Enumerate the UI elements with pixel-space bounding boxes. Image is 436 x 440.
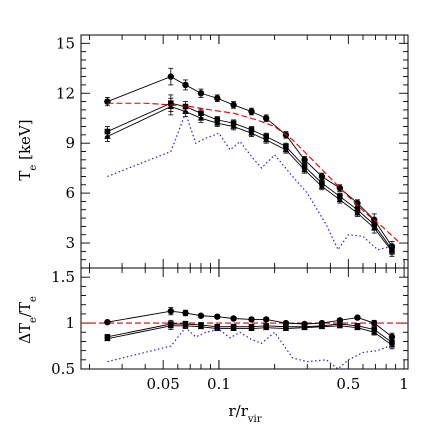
top-point-circle: [262, 115, 270, 122]
top-point-triangle: [248, 129, 255, 136]
top-point-circle: [167, 73, 175, 80]
top-point-circle: [248, 108, 255, 115]
top-point-triangle: [371, 224, 378, 231]
x-tick-label: 0.1: [207, 375, 231, 393]
bottom-y-axis-label: ΔTe/Te: [16, 296, 39, 344]
top-point-circle: [318, 173, 326, 180]
y-tick-label: 6: [65, 184, 75, 202]
top-point-triangle: [262, 136, 270, 143]
bottom-point-triangle: [182, 322, 189, 329]
top-point-circle: [214, 95, 221, 102]
top-point-triangle: [301, 166, 308, 173]
bottom-point-triangle: [262, 324, 270, 331]
top-point-circle: [197, 90, 205, 97]
top-point-square: [198, 110, 204, 117]
top-point-triangle: [197, 114, 205, 121]
axis-label-part: e: [28, 165, 39, 171]
top-point-triangle: [388, 247, 396, 254]
bottom-panel-frame: [80, 267, 409, 370]
bottom-point-circle: [104, 318, 111, 326]
y-tick-label: 15: [56, 34, 75, 52]
top-series-dashed-line: [107, 102, 401, 244]
y-tick-label: 0.5: [51, 360, 75, 378]
y-tick-label: 1.5: [51, 268, 75, 286]
bottom-point-triangle: [318, 323, 326, 330]
y-tick-label: 3: [65, 234, 75, 252]
bottom-point-circle: [248, 316, 255, 323]
bottom-point-triangle: [371, 328, 378, 335]
y-tick-label: 9: [65, 134, 75, 152]
bottom-point-triangle: [282, 325, 290, 331]
top-point-circle: [301, 156, 308, 164]
bottom-point-circle: [262, 316, 270, 323]
bottom-point-triangle: [167, 322, 175, 329]
top-series-circle-line-line: [107, 76, 393, 247]
top-point-triangle: [182, 108, 189, 114]
bottom-point-circle: [214, 313, 221, 320]
bottom-point-triangle: [336, 322, 344, 329]
axis-label-part: T: [16, 171, 34, 181]
bottom-series-dotted-line: [107, 326, 393, 370]
top-y-axis-label: Te [keV]: [16, 119, 39, 180]
tick-labels: 0.05 0.1 0.5 1 3 6 9 12 15 0.5 1 1.5: [51, 34, 409, 393]
axis-label-part: ΔT: [16, 323, 34, 344]
bottom-point-triangle: [214, 325, 221, 331]
top-point-triangle: [318, 183, 326, 189]
y-tick-label: 1: [65, 314, 75, 332]
top-point-triangle: [230, 123, 237, 129]
x-tick-label: 1: [399, 375, 409, 393]
top-point-circle: [104, 98, 111, 105]
bottom-point-triangle: [230, 325, 237, 331]
top-series-square-line-line: [107, 102, 393, 250]
axis-ticks: [81, 35, 408, 370]
top-panel-frame: [80, 34, 409, 269]
top-point-triangle: [104, 133, 111, 139]
bottom-point-triangle: [104, 335, 111, 342]
bottom-point-triangle: [354, 324, 361, 331]
top-point-circle: [230, 101, 237, 109]
bottom-point-triangle: [248, 325, 255, 331]
y-tick-label: 12: [56, 84, 75, 102]
bottom-point-circle: [371, 319, 378, 327]
axis-label-part: /T: [16, 302, 34, 317]
top-series-dotted-line: [107, 111, 393, 251]
bottom-point-circle: [230, 315, 237, 322]
series-layer: [81, 67, 408, 370]
axis-label-part: e: [28, 317, 39, 323]
top-point-triangle: [282, 146, 290, 153]
x-tick-label: 0.5: [336, 375, 360, 393]
x-tick-label: 0.05: [146, 375, 179, 393]
top-point-circle: [182, 81, 189, 89]
top-point-triangle: [336, 196, 344, 203]
bottom-point-triangle: [301, 324, 308, 331]
axis-label-part: e: [28, 296, 39, 302]
bottom-point-circle: [354, 314, 361, 321]
bottom-point-triangle: [197, 323, 205, 330]
axis-label-part: [keV]: [16, 119, 34, 164]
bottom-point-circle: [197, 312, 205, 319]
axis-label-part: vir: [247, 414, 262, 425]
top-point-triangle: [214, 119, 221, 126]
bottom-point-circle: [182, 309, 189, 317]
top-point-triangle: [354, 209, 361, 216]
top-point-triangle: [167, 103, 175, 109]
axis-label-part: r/r: [228, 402, 248, 420]
top-point-circle: [354, 199, 361, 207]
x-axis-label: r/rvir: [228, 402, 261, 425]
bottom-point-circle: [167, 307, 175, 315]
